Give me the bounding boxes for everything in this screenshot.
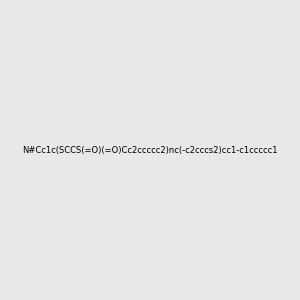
Text: N#Cc1c(SCCS(=O)(=O)Cc2ccccc2)nc(-c2cccs2)cc1-c1ccccc1: N#Cc1c(SCCS(=O)(=O)Cc2ccccc2)nc(-c2cccs2… <box>22 146 278 154</box>
